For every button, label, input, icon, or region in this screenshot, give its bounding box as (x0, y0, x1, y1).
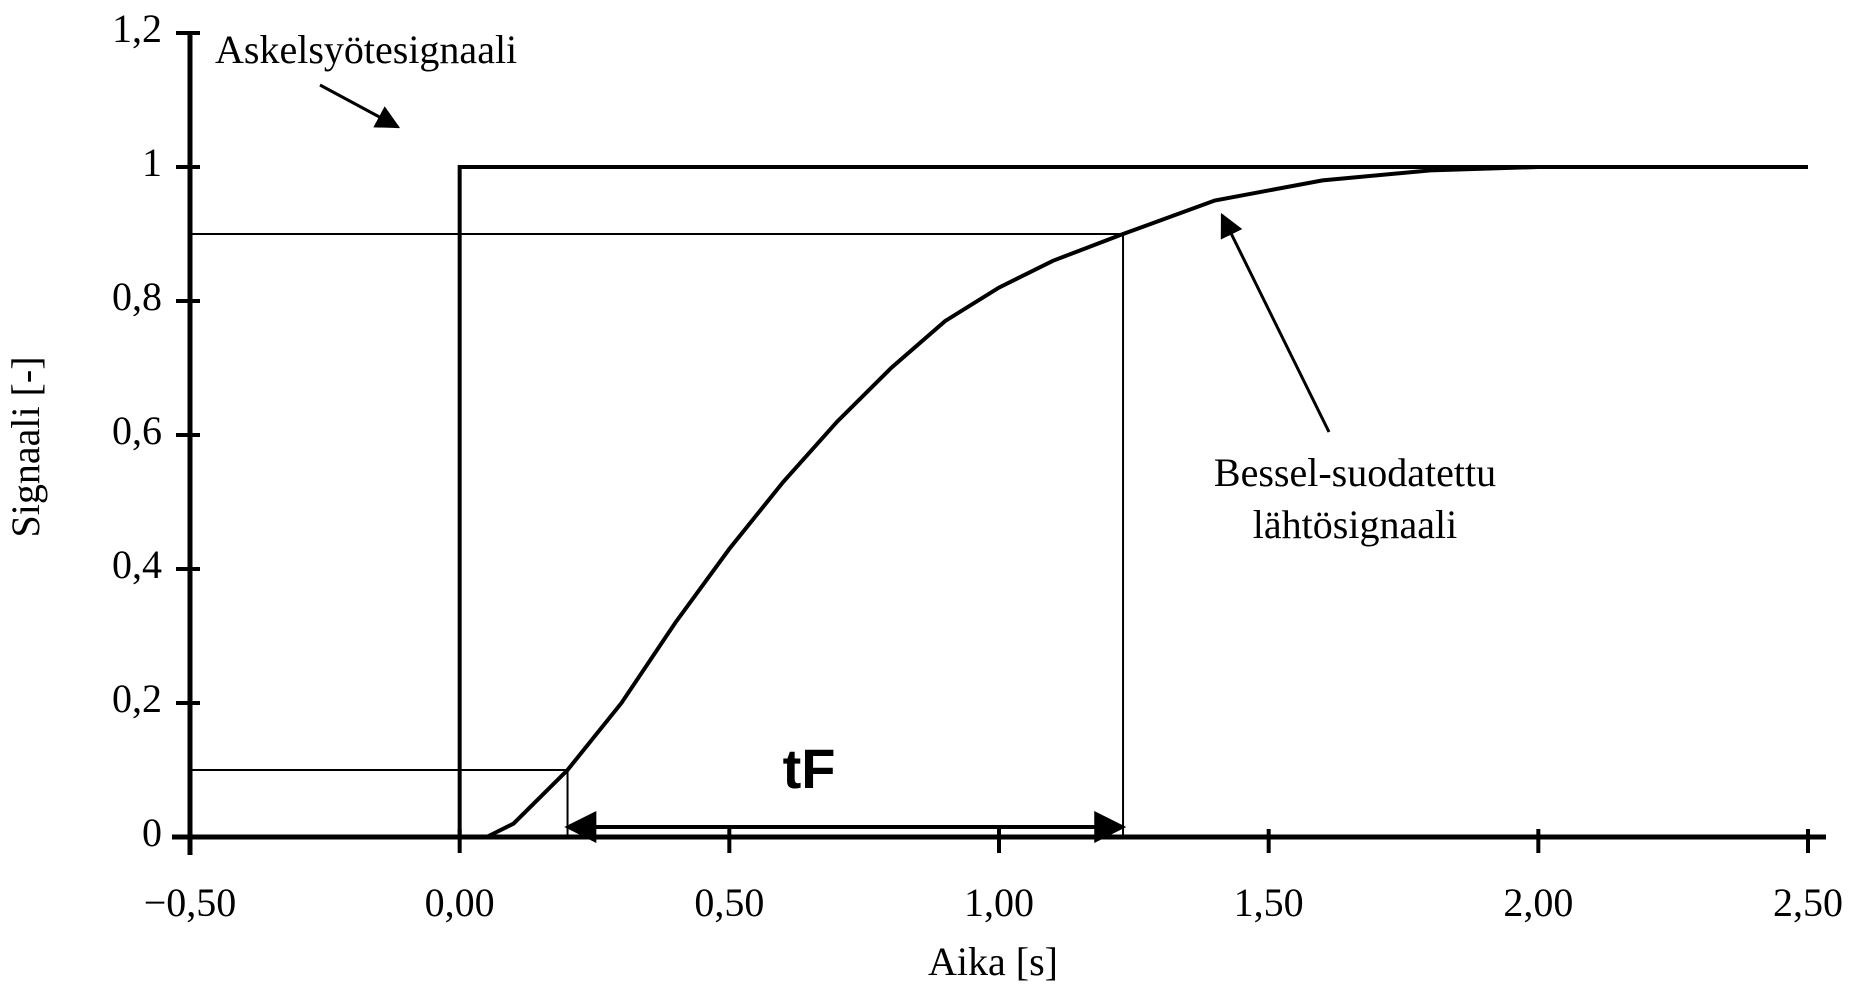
x-axis-label: Aika [s] (928, 939, 1058, 984)
annotation-arrow (319, 83, 401, 129)
x-tick-label: 2,50 (1773, 880, 1843, 925)
y-tick-label: 0,6 (112, 408, 162, 453)
y-tick-label: 1 (142, 140, 162, 185)
x-tick-label: −0,50 (144, 880, 237, 925)
annotation: Askelsyötesignaali (215, 27, 517, 72)
annotation: Bessel-suodatettu (1214, 450, 1496, 495)
x-tick-label: 0,50 (694, 880, 764, 925)
y-tick-label: 0,2 (112, 676, 162, 721)
annotation: lähtösignaali (1253, 502, 1457, 547)
y-tick-label: 0 (142, 810, 162, 855)
y-tick-label: 1,2 (112, 6, 162, 51)
data-line (457, 165, 1808, 837)
annotation: tF (783, 737, 836, 800)
y-tick-label: 0,8 (112, 274, 162, 319)
x-tick-label: 1,50 (1234, 880, 1304, 925)
data-line (485, 165, 1808, 839)
annotation-arrow (1220, 212, 1331, 433)
y-tick-label: 0,4 (112, 542, 162, 587)
x-tick-label: 0,00 (425, 880, 495, 925)
x-tick-label: 2,00 (1503, 880, 1573, 925)
y-axis-label: Signaali [-] (3, 356, 48, 537)
x-tick-label: 1,00 (964, 880, 1034, 925)
